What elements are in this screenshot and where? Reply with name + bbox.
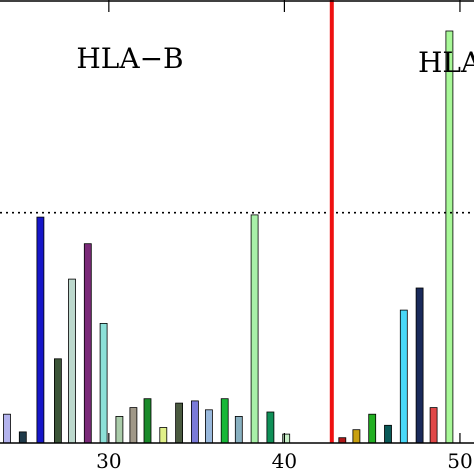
bar-16 bbox=[250, 214, 259, 444]
bar-21 bbox=[368, 413, 377, 444]
plot-frame bbox=[0, 0, 474, 444]
bar-7 bbox=[115, 415, 124, 444]
bar-6 bbox=[99, 322, 108, 444]
x-tick-label-0: 30 bbox=[96, 449, 121, 473]
bar-19 bbox=[338, 437, 347, 444]
bar-4 bbox=[68, 278, 76, 444]
x-ticks-group: 30 40 50 bbox=[96, 0, 473, 473]
bar-17 bbox=[266, 411, 275, 444]
bar-12 bbox=[190, 400, 199, 444]
bar-24 bbox=[415, 287, 424, 444]
bar-0 bbox=[3, 413, 11, 444]
x-tick-label-2: 50 bbox=[447, 449, 472, 473]
panel-title-right: HLA− bbox=[418, 46, 474, 79]
x-tick-label-1: 40 bbox=[272, 449, 297, 473]
bar-13 bbox=[204, 409, 213, 444]
bar-11 bbox=[175, 402, 184, 444]
bar-22 bbox=[384, 424, 392, 444]
bar-14 bbox=[220, 398, 229, 444]
bar-20 bbox=[352, 429, 361, 444]
bar-25 bbox=[429, 407, 438, 444]
bar-1 bbox=[18, 431, 27, 444]
panel-title-left: HLA−B bbox=[76, 42, 183, 75]
bar-5 bbox=[83, 243, 92, 444]
bar-15 bbox=[234, 415, 243, 444]
bar-26 bbox=[445, 30, 454, 444]
bar-10 bbox=[159, 427, 168, 444]
bar-2 bbox=[36, 216, 45, 444]
bar-8 bbox=[129, 407, 138, 444]
bar-3 bbox=[54, 358, 62, 444]
bar-18 bbox=[282, 433, 291, 444]
bar-9 bbox=[143, 398, 152, 444]
bar-23 bbox=[399, 309, 408, 444]
bars-group bbox=[3, 30, 454, 444]
